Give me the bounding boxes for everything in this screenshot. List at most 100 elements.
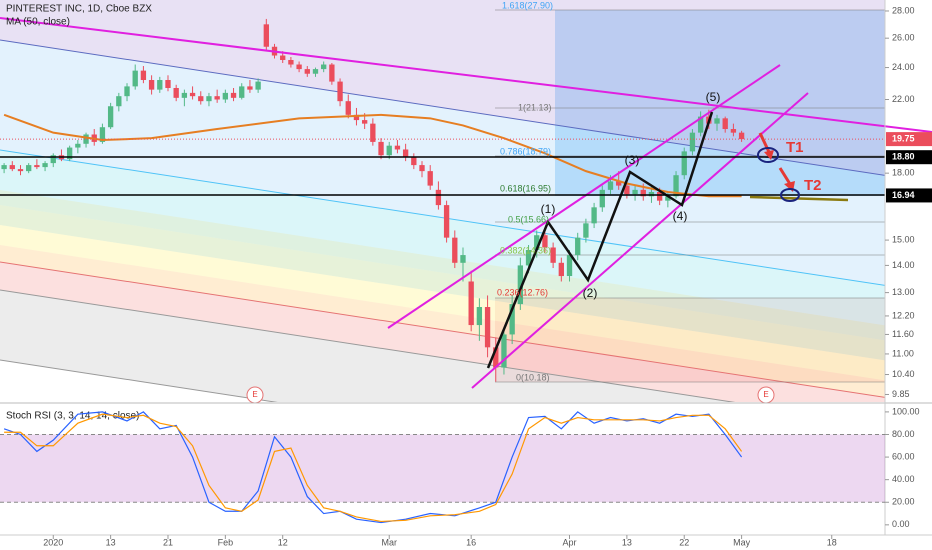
candle-body [575,237,581,256]
fib-label: 0.786(18.79) [500,146,551,156]
y-tick-label: 11.60 [892,329,914,339]
candle-body [517,265,524,305]
x-tick-label: 12 [278,537,288,547]
y-tick-label: 26.00 [892,33,915,43]
candle-body [1,165,7,170]
candle-body [722,118,728,130]
candle-body [738,132,745,140]
candle-body [386,145,392,156]
x-tick-label: 13 [106,537,116,547]
candle-body [239,86,245,98]
drawings [0,0,885,402]
candle-body [525,250,532,266]
channel-band [0,190,885,341]
channel-band [0,150,885,326]
channel-line [0,359,278,402]
candle-body [222,92,229,100]
price-badge [886,132,932,147]
y-tick-label: 9.85 [892,389,910,399]
channel-line [387,64,781,329]
price-badge-label: 18.80 [892,152,915,162]
candle-body [558,262,564,277]
candle-body [583,223,589,238]
candle-body [140,70,147,81]
channel-band [0,245,885,398]
candle-body [616,181,622,186]
x-tick-label: 18 [827,537,837,547]
candle-body [566,255,573,277]
candle-body [26,165,32,172]
wave-label: (4) [673,209,688,223]
candle-body [312,69,319,74]
candle-body [665,196,671,201]
candle-body [632,189,638,195]
x-tick-label: May [733,537,751,547]
channel-line [0,261,885,398]
candle-body [99,127,106,142]
fib-label: 1.618(27.90) [502,0,553,10]
candle-body [329,64,335,82]
y-tick-label: 40.00 [892,474,915,484]
stoch-band [0,434,885,503]
target-label: T2 [804,177,822,194]
price-badge [886,150,932,165]
candle-body [656,191,663,201]
candle-body [304,69,310,74]
candle-body [697,116,704,133]
legend-entry: MA (50, close) [6,17,70,28]
candle-body [66,147,73,160]
y-tick-label: 24.00 [892,62,915,72]
channel-band [0,0,885,176]
chart-title: PINTEREST INC, 1D, Cboe BZX [6,4,152,15]
candle-body [640,189,646,197]
channel-line [471,92,809,389]
candle-body [280,55,286,60]
candle-body [427,171,433,186]
candle-body [361,120,368,124]
y-tick-label: 12.20 [892,310,915,320]
channel-band [0,225,885,381]
candle-body [165,80,171,89]
candle-body [116,96,122,107]
candle-body [689,132,696,152]
x-tick-label: 2020 [43,537,63,547]
candle-body [435,189,442,206]
y-tick-label: 100.00 [892,406,920,416]
fib-label: 0.618(16.95) [500,183,551,193]
candle-body [378,141,384,156]
candle-body [132,70,138,87]
overlays: T1 T2 (1) (2) (3) (4) (5) 1.618(27.90) 1… [0,0,932,404]
candle-body [501,334,507,368]
y-tick-label: 80.00 [892,429,915,439]
channel-band [0,205,885,361]
y-tick-label: 14.00 [892,260,915,270]
fib-label: 0(10.18) [516,372,550,382]
x-tick-label: 13 [622,537,632,547]
candle-body [714,118,720,124]
candle-body [370,123,376,142]
x-tick-label: 21 [163,537,173,547]
ma-line [3,113,742,198]
candle-body [9,165,15,170]
candle-body [173,88,179,98]
candle-body [534,235,540,251]
channel-band [0,262,885,402]
wave-label: (5) [706,90,721,104]
candle-body [255,81,261,90]
wave-label: (2) [583,286,598,300]
candle-body [34,165,40,168]
channel-band [0,40,885,286]
candle-body [411,157,417,166]
candle-body [681,151,687,176]
candle-body [148,80,155,90]
candle-body [509,304,515,335]
y-tick-label: 10.40 [892,369,915,379]
channel-line [0,39,885,176]
channel-line [0,289,736,402]
candle-body [443,205,450,238]
earnings-label: E [763,390,768,399]
candle-body [591,207,597,224]
candle-body [468,281,474,326]
y-tick-label: 20.00 [892,497,915,507]
